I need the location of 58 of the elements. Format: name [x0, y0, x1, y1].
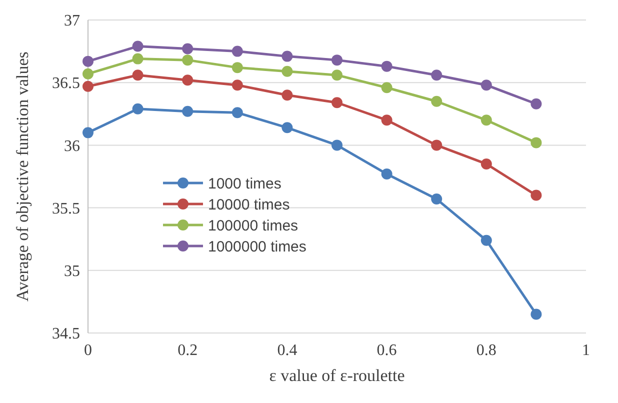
point: [232, 80, 243, 91]
y-tick-label: 36: [64, 138, 80, 155]
point: [431, 96, 442, 107]
point: [431, 140, 442, 151]
point: [332, 70, 342, 81]
point: [381, 168, 392, 180]
point: [381, 114, 392, 126]
point: [182, 54, 194, 66]
point: [332, 140, 342, 151]
point: [282, 90, 293, 101]
point: [530, 137, 542, 148]
point: [480, 234, 492, 246]
point: [381, 60, 392, 72]
point: [480, 80, 492, 91]
legend-label: 100000 times: [208, 217, 298, 234]
y-tick-label: 35.5: [52, 200, 80, 218]
point: [182, 106, 194, 117]
y-tick-label: 35: [64, 263, 80, 280]
x-tick-label: 0.8: [476, 342, 496, 359]
point: [82, 80, 94, 92]
point: [530, 190, 542, 201]
point: [431, 194, 442, 205]
point: [232, 107, 243, 118]
y-tick-label: 37: [64, 12, 80, 30]
x-tick-label: 0: [84, 342, 92, 359]
legend-label: 1000000 times: [208, 238, 306, 256]
point: [182, 74, 194, 86]
point: [282, 66, 293, 77]
x-axis-title: ε value of ε-roulette: [269, 366, 405, 385]
x-tick-label: 0.4: [277, 342, 298, 359]
point: [182, 43, 194, 54]
point: [282, 122, 293, 134]
point: [132, 70, 144, 81]
point: [431, 70, 442, 81]
y-tick-label: 36.5: [52, 75, 80, 92]
point: [82, 127, 94, 138]
point: [82, 56, 94, 67]
x-tick-label: 0.2: [178, 342, 198, 359]
x-tick-label: 1: [582, 342, 590, 359]
point: [132, 103, 144, 114]
y-tick-label: 34.5: [52, 326, 80, 343]
point: [282, 50, 293, 62]
point: [480, 158, 492, 170]
legend-label: 1000 times: [208, 175, 282, 192]
point: [232, 62, 243, 74]
point: [82, 68, 94, 80]
point: [530, 98, 542, 110]
point: [132, 40, 144, 52]
point: [232, 46, 243, 57]
point: [480, 114, 492, 126]
y-axis-title: Average of objective function values: [13, 52, 32, 302]
legend-label: 10000 times: [208, 196, 290, 214]
point: [132, 53, 144, 64]
point: [332, 97, 342, 108]
point: [381, 82, 392, 94]
x-tick-label: 0.6: [376, 342, 397, 359]
point: [332, 54, 342, 66]
point: [530, 308, 542, 320]
